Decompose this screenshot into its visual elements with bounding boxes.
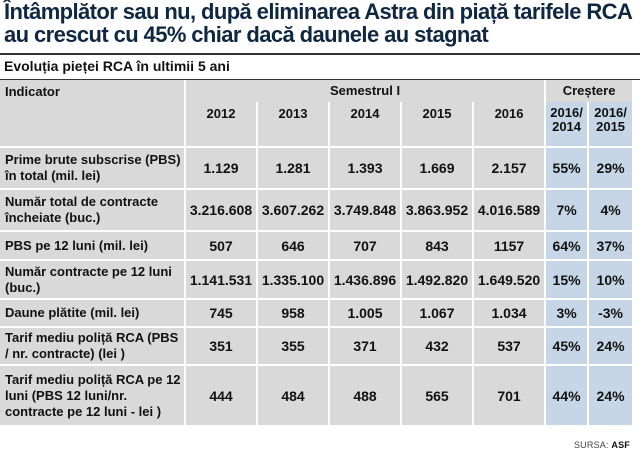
value-cell: 1.005: [328, 298, 401, 327]
table-row: Tarif mediu poliță RCA pe 12 luni (PBS 1…: [0, 364, 633, 425]
growth-cell: 10%: [587, 259, 633, 299]
indicator-label: PBS pe 12 luni (mil. lei): [0, 230, 185, 260]
value-cell: 565: [400, 364, 473, 425]
subtitle: Evoluția pieței RCA în ultimii 5 ani: [4, 58, 230, 74]
year-header: 2012: [184, 102, 257, 147]
table-row: Prime brute subscrise (PBS) în total (mi…: [0, 146, 633, 189]
table-row: Număr total de contracte încheiate (buc.…: [0, 188, 633, 231]
growth-cell: -3%: [587, 298, 633, 327]
growth-cell: 7%: [544, 188, 589, 231]
indicator-label: Tarif mediu poliță RCA (PBS / nr. contra…: [0, 326, 185, 365]
table-row: Număr contracte pe 12 luni (buc.) 1.141.5…: [0, 259, 633, 299]
growth-period-header: 2016/ 2015: [587, 102, 633, 147]
table-row: Daune plătite (mil. lei) 745 958 1.005 1.067…: [0, 298, 633, 327]
growth-cell: 24%: [587, 364, 633, 425]
growth-period-header: 2016/ 2014: [544, 102, 589, 147]
value-cell: 1.129: [184, 146, 257, 189]
growth-cell: 37%: [587, 230, 633, 260]
value-cell: 3.749.848: [328, 188, 401, 231]
value-cell: 484: [256, 364, 329, 425]
value-cell: 537: [471, 326, 546, 365]
value-cell: 1.649.520: [471, 259, 546, 299]
growth-cell: 45%: [544, 326, 589, 365]
value-cell: 2.157: [471, 146, 546, 189]
source-name: ASF: [611, 440, 630, 450]
indicator-label: Daune plătite (mil. lei): [0, 298, 185, 327]
value-cell: 707: [328, 230, 401, 260]
value-cell: 1.436.896: [328, 259, 401, 299]
indicator-label: Număr contracte pe 12 luni (buc.): [0, 259, 185, 299]
growth-cell: 15%: [544, 259, 589, 299]
value-cell: 507: [184, 230, 257, 260]
semester-header: Semestrul I: [183, 80, 546, 102]
growth-cell: 44%: [544, 364, 589, 425]
value-cell: 1.669: [400, 146, 473, 189]
value-cell: 488: [328, 364, 401, 425]
table-row: Tarif mediu poliță RCA (PBS / nr. contra…: [0, 326, 633, 365]
indicator-header: Indicator: [0, 80, 185, 147]
value-cell: 4.016.589: [471, 188, 546, 231]
value-cell: 3.607.262: [256, 188, 329, 231]
indicator-label: Tarif mediu poliță RCA pe 12 luni (PBS 1…: [0, 364, 185, 425]
headline: Întâmplător sau nu, după eliminarea Astr…: [4, 0, 632, 47]
value-cell: 843: [400, 230, 473, 260]
rca-table: Indicator Semestrul I Creștere 2012 2013 2…: [0, 80, 633, 425]
value-cell: 351: [184, 326, 257, 365]
value-cell: 958: [256, 298, 329, 327]
value-cell: 1.335.100: [256, 259, 329, 299]
table-body: Prime brute subscrise (PBS) în total (mi…: [0, 146, 633, 425]
subtitle-rule: [0, 79, 640, 80]
value-cell: 745: [184, 298, 257, 327]
growth-header: Creștere: [544, 80, 633, 102]
growth-cell: 64%: [544, 230, 589, 260]
value-cell: 1.281: [256, 146, 329, 189]
growth-cell: 24%: [587, 326, 633, 365]
value-cell: 1.067: [400, 298, 473, 327]
value-cell: 432: [400, 326, 473, 365]
value-cell: 1.492.820: [400, 259, 473, 299]
value-cell: 646: [256, 230, 329, 260]
growth-cell: 3%: [544, 298, 589, 327]
year-header: 2016: [471, 102, 546, 147]
value-cell: 1157: [471, 230, 546, 260]
value-cell: 355: [256, 326, 329, 365]
value-cell: 3.863.952: [400, 188, 473, 231]
table-row: PBS pe 12 luni (mil. lei) 507 646 707 843 115…: [0, 230, 633, 260]
top-rule: [0, 53, 640, 55]
value-cell: 371: [328, 326, 401, 365]
year-header: 2015: [400, 102, 473, 147]
growth-cell: 55%: [544, 146, 589, 189]
indicator-label: Număr total de contracte încheiate (buc.…: [0, 188, 185, 231]
year-header: 2013: [256, 102, 329, 147]
growth-cell: 4%: [587, 188, 633, 231]
growth-cell: 29%: [587, 146, 633, 189]
value-cell: 444: [184, 364, 257, 425]
source-credit: SURSA: ASF: [574, 440, 630, 450]
value-cell: 1.393: [328, 146, 401, 189]
value-cell: 701: [471, 364, 546, 425]
value-cell: 1.034: [471, 298, 546, 327]
year-header: 2014: [328, 102, 401, 147]
value-cell: 1.141.531: [184, 259, 257, 299]
source-label: SURSA:: [573, 440, 609, 450]
year-header-row: 2012 2013 2014 2015 2016 2016/ 2014 2016/ 2015: [0, 102, 633, 147]
indicator-label: Prime brute subscrise (PBS) în total (mi…: [0, 146, 185, 189]
value-cell: 3.216.608: [184, 188, 257, 231]
